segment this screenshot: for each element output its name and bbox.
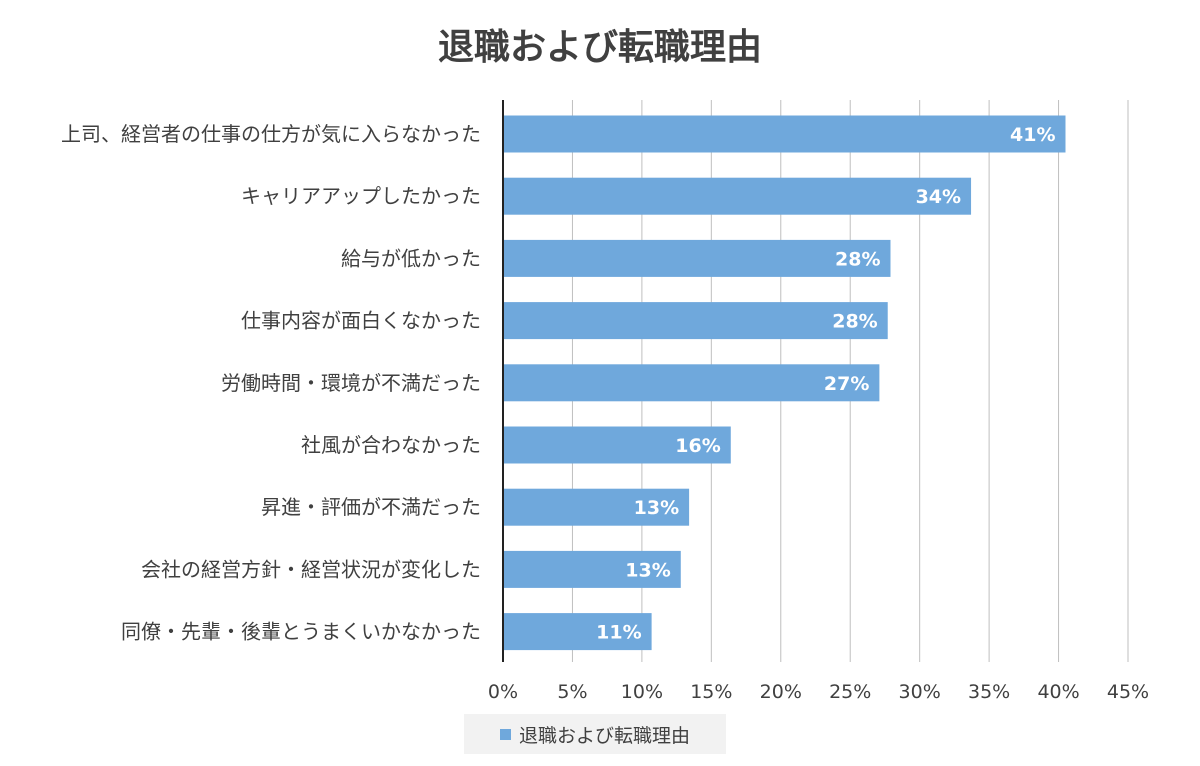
category-label: キャリアアップしたかった <box>241 184 481 208</box>
category-label: 給与が低かった <box>341 246 481 270</box>
category-label: 同僚・先輩・後輩とうまくいかなかった <box>121 620 481 644</box>
data-label: 28% <box>835 248 880 270</box>
bar <box>503 613 652 651</box>
x-tick-label: 10% <box>621 681 663 703</box>
bar <box>503 550 681 588</box>
bar <box>503 426 731 464</box>
data-label: 13% <box>625 559 670 581</box>
data-label: 13% <box>634 497 679 519</box>
legend-label: 退職および転職理由 <box>518 724 690 747</box>
x-tick-label: 25% <box>829 681 871 703</box>
data-label: 28% <box>832 311 877 333</box>
x-tick-label: 20% <box>760 681 802 703</box>
data-label: 34% <box>916 186 961 208</box>
x-tick-label: 40% <box>1037 681 1079 703</box>
data-label: 41% <box>1010 124 1055 146</box>
x-tick-label: 0% <box>488 681 518 703</box>
bar <box>503 177 972 215</box>
bar <box>503 488 690 526</box>
category-label: 労働時間・環境が不満だった <box>221 371 481 395</box>
bar <box>503 115 1066 153</box>
bar <box>503 239 891 277</box>
legend-swatch <box>499 728 511 740</box>
legend: 退職および転職理由 <box>464 714 726 754</box>
chart-title: 退職および転職理由 <box>437 27 762 68</box>
data-label: 27% <box>824 373 869 395</box>
category-label: 会社の経営方針・経営状況が変化した <box>141 557 481 581</box>
data-label: 11% <box>596 622 641 644</box>
labels: 0% 5% 10% 15% 20% 25% 30% 35% 40% 45% 上司、経営者の仕事の仕方… <box>61 122 1149 703</box>
category-label: 仕事内容が面白くなかった <box>241 309 481 333</box>
category-label: 昇進・評価が不満だった <box>261 495 481 519</box>
category-label: 社風が合わなかった <box>301 433 481 457</box>
category-label: 上司、経営者の仕事の仕方が気に入らなかった <box>61 122 481 146</box>
bars <box>503 115 1066 651</box>
x-tick-label: 5% <box>557 681 587 703</box>
bar <box>503 364 880 402</box>
x-tick-label: 30% <box>899 681 941 703</box>
x-tick-label: 35% <box>968 681 1010 703</box>
bar <box>503 302 888 340</box>
x-tick-label: 45% <box>1107 681 1149 703</box>
data-label: 16% <box>675 435 720 457</box>
x-tick-label: 15% <box>690 681 732 703</box>
